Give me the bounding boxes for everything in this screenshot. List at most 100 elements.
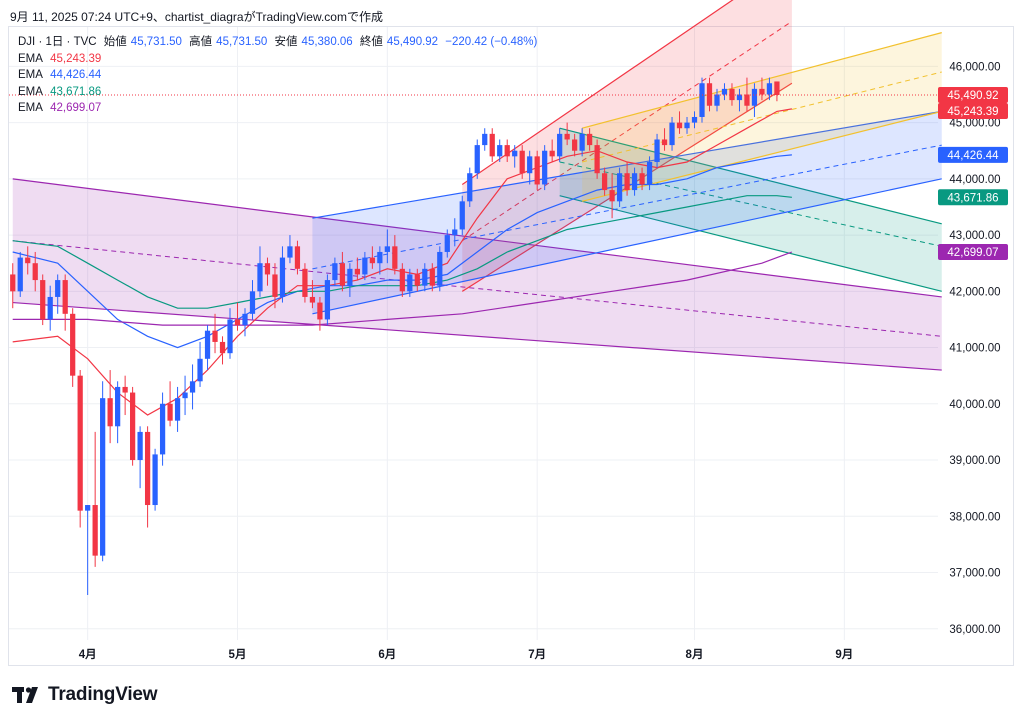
candle-body — [189, 381, 196, 393]
candle-body — [557, 133, 563, 157]
candle-body — [429, 268, 435, 286]
price-label: 44,426.44 — [947, 150, 999, 162]
channel-drawings — [12, 0, 942, 371]
candle-body — [766, 83, 773, 95]
candle-body — [40, 280, 46, 320]
y-tick-label: 44,000.00 — [949, 174, 1000, 186]
tradingview-logo[interactable]: TradingView — [12, 684, 158, 706]
price-label-box — [938, 146, 1008, 163]
candle-body — [744, 94, 750, 106]
candle-body — [654, 139, 660, 162]
candle-body — [534, 156, 540, 185]
high-value: 45,731.50 — [216, 36, 268, 48]
chart-legend: DJI · 1日 · TVC 始値 45,731.50 高値 45,731.50 安… — [18, 34, 541, 117]
candle-body — [519, 150, 525, 174]
ema-label: EMA — [18, 69, 43, 81]
candle-body — [542, 150, 548, 185]
candle-body — [527, 156, 533, 174]
candle-body — [249, 291, 256, 314]
candle-body — [392, 246, 398, 269]
channel-mid-line — [582, 71, 942, 163]
candle-body — [646, 161, 653, 185]
candle-body — [616, 173, 623, 202]
candle-body — [504, 145, 510, 157]
candle-body — [264, 263, 271, 275]
price-axis[interactable]: 36,000.00 37,000.00 38,000.00 39,000.00 40,0… — [938, 61, 1008, 636]
candle-body — [17, 257, 23, 292]
y-tick-label: 39,000.00 — [949, 455, 1000, 467]
x-tick-label: 5月 — [229, 648, 247, 661]
ema-row[interactable]: EMA 45,243.39 — [18, 51, 541, 68]
candle-body — [631, 173, 638, 191]
candle-body — [609, 190, 615, 202]
channel-top-line — [12, 178, 942, 298]
candle-body — [107, 398, 113, 427]
ema-row[interactable]: EMA 42,699.07 — [18, 100, 541, 117]
candle-body — [587, 133, 593, 146]
x-tick-label: 7月 — [528, 648, 546, 661]
y-tick-label: 37,000.00 — [949, 568, 1000, 580]
candle-body — [721, 88, 728, 95]
candle-body — [601, 173, 608, 191]
candle-body — [594, 145, 600, 174]
candle-body — [624, 173, 630, 191]
ema-value: 42,699.07 — [50, 102, 102, 114]
candle-body — [144, 431, 151, 506]
candle-body — [549, 150, 555, 157]
candle-body — [182, 392, 188, 399]
candle-body — [70, 313, 76, 376]
gridlines — [9, 27, 938, 640]
candle-body — [159, 403, 166, 455]
candle-body — [512, 150, 518, 157]
candle-body — [759, 88, 765, 95]
open-label: 始値 — [103, 36, 127, 48]
x-tick-label: 9月 — [835, 648, 853, 661]
candle-body — [272, 274, 278, 297]
candle-body — [437, 251, 443, 286]
high-label: 高値 — [189, 36, 213, 48]
candle-body — [684, 122, 690, 129]
low-label: 安値 — [274, 36, 298, 48]
candle-body — [572, 139, 578, 151]
candle-body — [317, 302, 323, 320]
candle-body — [137, 431, 143, 461]
candle-body — [354, 268, 360, 275]
candle-body — [85, 505, 91, 511]
candle-body — [497, 145, 503, 157]
channel-fill — [582, 32, 942, 202]
channel-mid-line — [461, 20, 793, 242]
ohlc-row: DJI · 1日 · TVC 始値 45,731.50 高値 45,731.50 安… — [18, 34, 541, 51]
close-value: 45,490.92 — [386, 36, 439, 48]
ema-value: 45,243.39 — [50, 52, 102, 65]
candle-body — [92, 505, 98, 556]
y-tick-label: 36,000.00 — [949, 624, 1000, 636]
candle-body — [444, 235, 450, 252]
ema-row[interactable]: EMA 44,426.44 — [18, 67, 541, 84]
channel-fill — [12, 178, 942, 371]
chart-attribution: 9月 11, 2025 07:24 UTC+9、chartist_diagraが… — [10, 10, 383, 24]
ema-row[interactable]: EMA 43,671.86 — [18, 84, 541, 101]
candle-body — [197, 358, 203, 382]
price-label-box — [938, 189, 1008, 206]
channel-top-line — [559, 127, 942, 225]
candle-body — [751, 88, 758, 106]
candle-body — [287, 246, 293, 258]
price-label-box — [938, 86, 1008, 103]
ema-label: EMA — [18, 52, 43, 65]
time-axis[interactable]: 4月 5月 6月 7月 8月 9月 — [79, 648, 854, 661]
candle-body — [55, 280, 61, 297]
price-label: 42,699.07 — [947, 247, 998, 259]
price-label-box — [938, 244, 1008, 261]
candle-body — [339, 263, 346, 286]
candle-body — [167, 403, 173, 421]
candle-body — [32, 263, 38, 281]
channel-fill — [312, 111, 942, 314]
channel-mid-line — [12, 240, 942, 337]
open-value: 45,731.50 — [130, 36, 182, 48]
candle-body — [152, 454, 158, 506]
candle-body — [257, 263, 263, 292]
candle-body — [129, 392, 136, 461]
candle-body — [384, 246, 390, 252]
y-tick-label: 38,000.00 — [949, 511, 1000, 523]
